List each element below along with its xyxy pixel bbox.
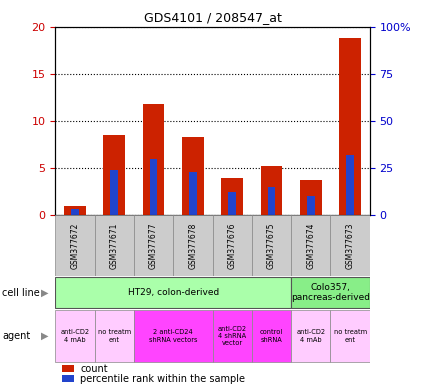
Text: GSM377677: GSM377677 bbox=[149, 222, 158, 269]
Bar bbox=[189, 172, 197, 215]
Text: GSM377678: GSM377678 bbox=[188, 223, 197, 269]
Bar bbox=[62, 365, 74, 372]
Text: GSM377671: GSM377671 bbox=[110, 223, 119, 269]
Text: anti-CD2
4 mAb: anti-CD2 4 mAb bbox=[60, 329, 90, 343]
Bar bbox=[110, 170, 118, 215]
Bar bbox=[55, 277, 291, 308]
Bar bbox=[103, 135, 125, 215]
Bar bbox=[55, 310, 94, 362]
Bar bbox=[261, 166, 282, 215]
Bar bbox=[55, 215, 94, 276]
Text: Colo357,
pancreas-derived: Colo357, pancreas-derived bbox=[291, 283, 370, 303]
Text: 2 anti-CD24
shRNA vectors: 2 anti-CD24 shRNA vectors bbox=[149, 329, 198, 343]
Bar bbox=[62, 375, 74, 382]
Text: percentile rank within the sample: percentile rank within the sample bbox=[80, 374, 245, 384]
Bar bbox=[150, 159, 157, 215]
Text: anti-CD2
4 mAb: anti-CD2 4 mAb bbox=[296, 329, 326, 343]
Bar bbox=[143, 104, 164, 215]
Text: agent: agent bbox=[2, 331, 30, 341]
Bar bbox=[94, 215, 134, 276]
Bar bbox=[331, 310, 370, 362]
Bar bbox=[291, 310, 331, 362]
Bar bbox=[134, 310, 212, 362]
Text: no treatm
ent: no treatm ent bbox=[98, 329, 131, 343]
Text: ▶: ▶ bbox=[41, 331, 48, 341]
Text: cell line: cell line bbox=[2, 288, 40, 298]
Bar bbox=[252, 310, 291, 362]
Bar bbox=[291, 215, 331, 276]
Bar bbox=[339, 38, 361, 215]
Bar bbox=[134, 215, 173, 276]
Bar bbox=[64, 206, 86, 215]
Text: GSM377676: GSM377676 bbox=[228, 222, 237, 269]
Bar bbox=[212, 215, 252, 276]
Text: GSM377672: GSM377672 bbox=[71, 223, 79, 269]
Bar bbox=[221, 178, 243, 215]
Text: GSM377674: GSM377674 bbox=[306, 222, 315, 269]
Bar bbox=[300, 180, 322, 215]
Bar bbox=[228, 192, 236, 215]
Bar bbox=[252, 215, 291, 276]
Bar bbox=[71, 209, 79, 215]
Bar bbox=[346, 155, 354, 215]
Text: ▶: ▶ bbox=[41, 288, 48, 298]
Bar bbox=[212, 310, 252, 362]
Text: control
shRNA: control shRNA bbox=[260, 329, 283, 343]
Text: GSM377675: GSM377675 bbox=[267, 222, 276, 269]
Text: GDS4101 / 208547_at: GDS4101 / 208547_at bbox=[144, 12, 281, 25]
Bar bbox=[173, 215, 212, 276]
Text: HT29, colon-derived: HT29, colon-derived bbox=[128, 288, 219, 297]
Text: anti-CD2
4 shRNA
vector: anti-CD2 4 shRNA vector bbox=[218, 326, 247, 346]
Bar bbox=[94, 310, 134, 362]
Text: no treatm
ent: no treatm ent bbox=[334, 329, 367, 343]
Bar bbox=[307, 196, 314, 215]
Bar bbox=[291, 277, 370, 308]
Bar bbox=[182, 137, 204, 215]
Bar bbox=[268, 187, 275, 215]
Bar bbox=[331, 215, 370, 276]
Text: GSM377673: GSM377673 bbox=[346, 222, 354, 269]
Text: count: count bbox=[80, 364, 108, 374]
